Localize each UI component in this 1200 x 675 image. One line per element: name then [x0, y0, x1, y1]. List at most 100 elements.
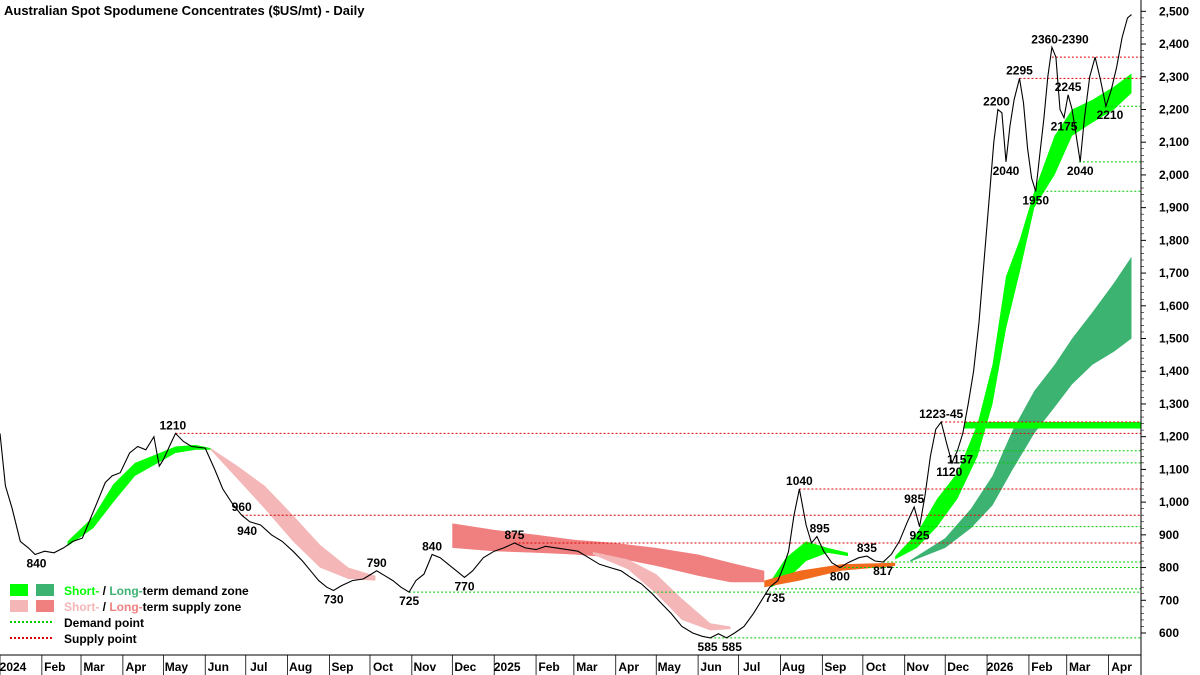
- price-series-line: [0, 14, 1132, 639]
- legend-label-part-3: term supply zone: [143, 600, 242, 614]
- annotation-label-10: 585: [698, 640, 718, 654]
- legend-label-part-1: /: [99, 600, 109, 614]
- annotation-label-21: 1157: [947, 453, 973, 467]
- y-tick-label-19: 2,500: [1159, 4, 1189, 18]
- x-tick-label-2: Mar: [83, 660, 105, 674]
- annotation-label-9: 875: [504, 528, 524, 542]
- legend-label-part-0: Demand point: [64, 616, 144, 630]
- x-tick-label-26: Mar: [1069, 660, 1091, 674]
- annotation-label-6: 725: [399, 594, 419, 608]
- x-tick-label-17: Jun: [700, 660, 721, 674]
- annotation-label-14: 895: [810, 521, 830, 535]
- y-tick-label-2: 800: [1159, 561, 1179, 575]
- annotation-label-8: 770: [454, 579, 474, 593]
- x-tick-label-12: 2025: [494, 660, 521, 674]
- y-tick-label-5: 1,100: [1159, 462, 1189, 476]
- short-supply-zone-1: [210, 448, 376, 581]
- x-tick-label-20: Sep: [824, 660, 846, 674]
- y-tick-label-14: 2,000: [1159, 168, 1189, 182]
- zones-layer: [67, 73, 1141, 631]
- annotation-label-4: 730: [324, 592, 344, 606]
- y-tick-label-4: 1,000: [1159, 495, 1189, 509]
- legend-label-part-0: Supply point: [64, 632, 137, 646]
- chart-title: Australian Spot Spodumene Concentrates (…: [4, 3, 365, 18]
- legend-label: Short- / Long-term demand zone: [64, 584, 249, 598]
- annotation-label-22: 1120: [936, 465, 962, 479]
- price-line-layer: [0, 14, 1132, 639]
- x-tick-label-25: Feb: [1031, 660, 1052, 674]
- legend-item-2: Demand point: [10, 616, 144, 630]
- annotation-label-29: 2175: [1051, 120, 1078, 134]
- legend: Short- / Long-term demand zone Short- / L…: [10, 584, 249, 646]
- x-tick-label-27: Apr: [1111, 660, 1132, 674]
- annotations-layer: 840 1210 960 940 730 790 725 840 770 875 585 585 735…: [26, 32, 1123, 654]
- annotation-label-3: 940: [237, 524, 257, 538]
- y-tick-label-16: 2,200: [1159, 102, 1189, 116]
- annotation-label-27: 2360-2390: [1031, 32, 1089, 46]
- annotation-label-20: 1223-45: [919, 407, 963, 421]
- annotation-label-16: 835: [857, 541, 877, 555]
- x-tick-label-18: Jul: [743, 660, 760, 674]
- y-tick-label-13: 1,900: [1159, 201, 1189, 215]
- y-tick-label-12: 1,800: [1159, 233, 1189, 247]
- annotation-label-11: 585: [722, 640, 742, 654]
- legend-label-part-1: /: [99, 584, 109, 598]
- annotation-label-7: 840: [422, 539, 442, 553]
- legend-item-0: Short- / Long-term demand zone: [10, 584, 249, 598]
- y-tick-label-6: 1,200: [1159, 430, 1189, 444]
- annotation-label-28: 2245: [1055, 80, 1082, 94]
- legend-swatch-long: [36, 584, 54, 596]
- legend-item-3: Supply point: [10, 632, 137, 646]
- x-tick-label-1: Feb: [44, 660, 65, 674]
- x-tick-label-19: Aug: [782, 660, 805, 674]
- legend-swatch-long: [36, 600, 54, 612]
- legend-label: Short- / Long-term supply zone: [64, 600, 242, 614]
- annotation-label-31: 2210: [1097, 108, 1124, 122]
- y-tick-label-11: 1,700: [1159, 266, 1189, 280]
- legend-swatch-short: [10, 600, 28, 612]
- x-tick-label-24: 2026: [987, 660, 1014, 674]
- short-demand-zone-0: [67, 444, 211, 547]
- short-supply-zone-3: [592, 551, 731, 631]
- crossover-zone-7: [764, 562, 896, 588]
- y-tick-label-17: 2,300: [1159, 70, 1189, 84]
- y-tick-label-0: 600: [1159, 626, 1179, 640]
- legend-label-part-0: Short-: [64, 600, 99, 614]
- horizontal-demand-zone: [964, 421, 1141, 429]
- annotation-label-19: 925: [910, 529, 930, 543]
- y-tick-label-15: 2,100: [1159, 135, 1189, 149]
- y-tick-label-18: 2,400: [1159, 37, 1189, 51]
- x-tick-label-4: May: [165, 660, 189, 674]
- annotation-label-5: 790: [367, 556, 387, 570]
- x-tick-label-23: Dec: [947, 660, 969, 674]
- reference-lines-layer: [175, 56, 1141, 639]
- annotation-label-25: 2295: [1006, 63, 1033, 77]
- x-tick-label-14: Mar: [576, 660, 598, 674]
- legend-label: Supply point: [64, 632, 137, 646]
- annotation-label-24: 2040: [993, 164, 1020, 178]
- annotation-label-12: 735: [765, 591, 785, 605]
- y-tick-label-9: 1,500: [1159, 332, 1189, 346]
- legend-label-part-3: term demand zone: [143, 584, 249, 598]
- y-tick-label-7: 1,300: [1159, 397, 1189, 411]
- legend-label-part-0: Short-: [64, 584, 99, 598]
- x-tick-label-21: Oct: [866, 660, 886, 674]
- annotation-label-26: 1950: [1022, 193, 1049, 207]
- y-tick-label-1: 700: [1159, 593, 1179, 607]
- annotation-label-23: 2200: [983, 94, 1010, 108]
- x-tick-label-0: 2024: [0, 660, 27, 674]
- x-tick-label-16: May: [658, 660, 682, 674]
- annotation-label-18: 985: [904, 492, 924, 506]
- legend-item-1: Short- / Long-term supply zone: [10, 600, 242, 614]
- x-tick-label-5: Jun: [208, 660, 229, 674]
- y-tick-label-10: 1,600: [1159, 299, 1189, 313]
- y-tick-label-8: 1,400: [1159, 364, 1189, 378]
- annotation-label-17: 817: [873, 564, 893, 578]
- x-tick-label-6: Jul: [250, 660, 267, 674]
- x-tick-label-7: Aug: [289, 660, 312, 674]
- annotation-label-15: 800: [830, 570, 850, 584]
- x-tick-label-9: Oct: [373, 660, 393, 674]
- x-tick-label-3: Apr: [126, 660, 147, 674]
